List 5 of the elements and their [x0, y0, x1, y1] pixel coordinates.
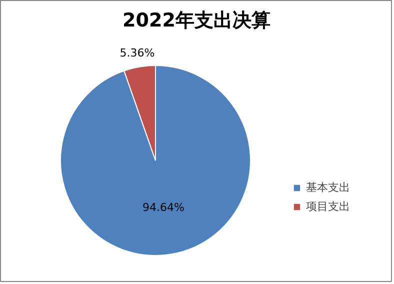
legend-label: 基本支出 [306, 180, 350, 195]
legend-label: 项目支出 [306, 199, 350, 214]
data-label: 5.36% [120, 46, 155, 60]
chart-title: 2022年支出决算 [122, 10, 270, 32]
data-label: 94.64% [142, 200, 184, 214]
